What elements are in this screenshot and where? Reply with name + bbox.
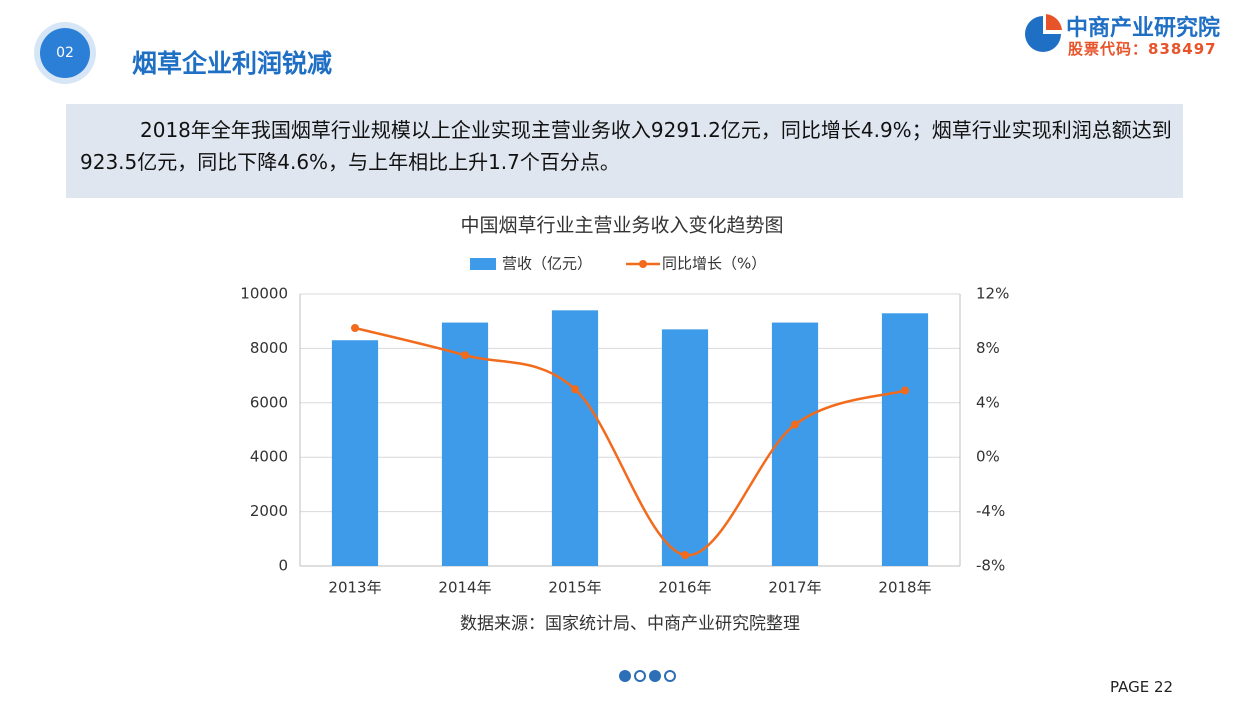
x-tick-label: 2018年 [878, 579, 931, 597]
line [354, 326, 906, 557]
line-point [681, 551, 689, 560]
chart-title: 中国烟草行业主营业务收入变化趋势图 [460, 215, 783, 237]
chart: 中国烟草行业主营业务收入变化趋势图 数据来源：国家统计局、中商产业研究院整理 0… [240, 215, 1009, 635]
legend-swatch [470, 258, 496, 270]
y-tick-label: 2000 [250, 502, 288, 520]
y2-tick-label: 8% [976, 339, 1000, 357]
y2-tick-label: -4% [976, 502, 1005, 520]
x-tick-label: 2013年 [328, 579, 381, 597]
line-point [791, 420, 799, 429]
bar [551, 310, 599, 566]
summary-box [66, 104, 1183, 198]
logo-icon [1025, 14, 1062, 52]
y2-tick-label: 0% [976, 448, 1000, 466]
y-tick-label: 10000 [240, 285, 288, 303]
legend-label: 营收（亿元） [502, 255, 592, 273]
bar [881, 313, 929, 566]
x-tick-label: 2016年 [658, 579, 711, 597]
y2-tick-label: -8% [976, 557, 1005, 575]
y2-tick-label: 12% [976, 285, 1009, 303]
bar [771, 322, 819, 566]
y-tick-label: 0 [278, 557, 288, 575]
legend-swatch [639, 260, 648, 268]
line-point [571, 385, 579, 394]
x-tick-label: 2015年 [548, 579, 601, 597]
page-number: PAGE 22 [1110, 678, 1174, 696]
section-number: 02 [40, 28, 90, 78]
x-tick-label: 2017年 [768, 579, 821, 597]
y2-tick-label: 4% [976, 393, 1000, 411]
logo-code: 股票代码：838497 [1068, 40, 1217, 58]
y-tick-label: 8000 [250, 339, 288, 357]
y-tick-label: 4000 [250, 448, 288, 466]
logo-name: 中商产业研究院 [1066, 16, 1221, 41]
line-point [351, 324, 359, 332]
y-tick-label: 6000 [250, 393, 288, 411]
legend-label: 同比增长（%） [662, 255, 766, 273]
bar [661, 329, 709, 566]
pager-dots [619, 670, 676, 682]
source-note: 数据来源：国家统计局、中商产业研究院整理 [460, 614, 800, 634]
x-tick-label: 2014年 [438, 579, 491, 597]
line-point [461, 351, 469, 360]
line-point [901, 386, 909, 395]
summary-text: 2018年全年我国烟草行业规模以上企业实现主营业务收入9291.2亿元，同比增长… [80, 118, 1172, 174]
bar [331, 340, 379, 566]
bar [441, 322, 489, 566]
section-title: 烟草企业利润锐减 [132, 49, 333, 78]
